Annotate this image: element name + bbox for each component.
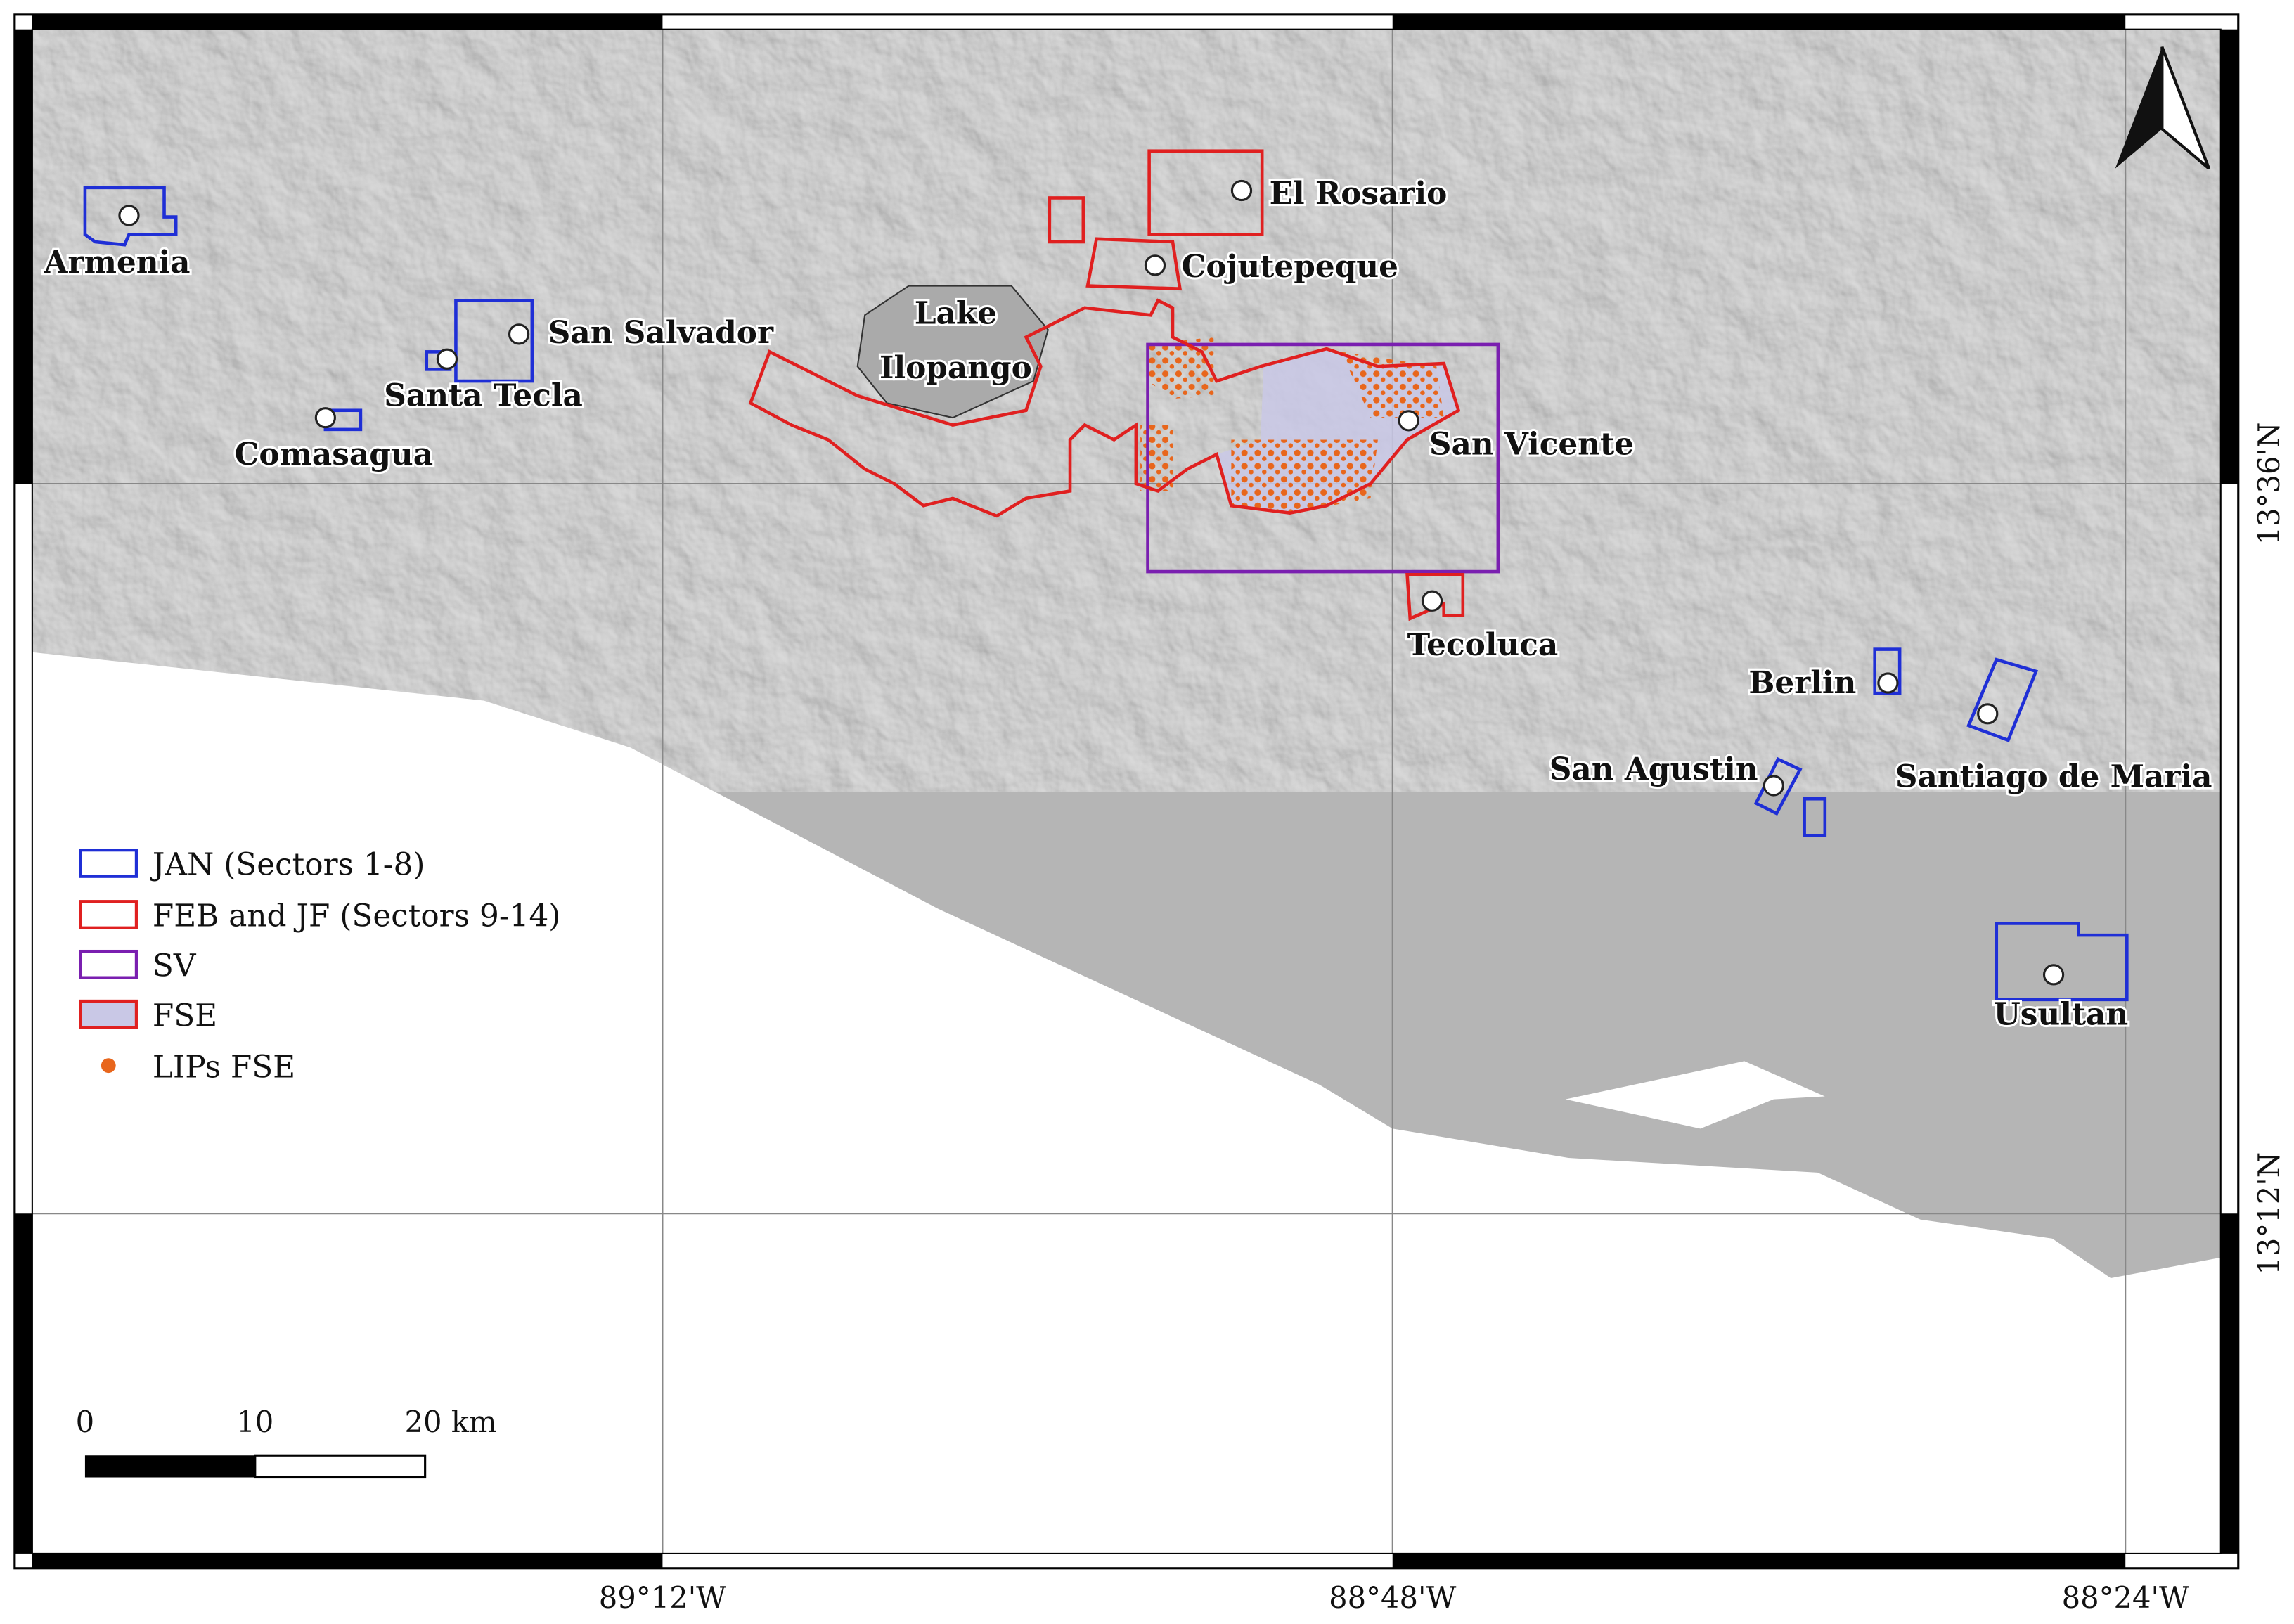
legend-label: FEB and JF (Sectors 9-14)	[153, 898, 561, 934]
latitude-label: 13°12'N	[2252, 1152, 2286, 1275]
place-label: Armenia	[44, 245, 191, 281]
legend-label: JAN (Sectors 1-8)	[150, 847, 425, 883]
scale-label: 20 km	[404, 1405, 496, 1439]
longitude-label: 88°48'W	[1329, 1580, 1456, 1615]
jan-areas	[83, 186, 2129, 1002]
lagoon	[1565, 1061, 1825, 1129]
place-label: Santa Tecla	[384, 378, 583, 414]
place-label: San Salvador	[548, 315, 774, 351]
place-label: Usultan	[1994, 996, 2129, 1032]
place-label: Tecoluca	[1407, 627, 1559, 663]
hillshade	[32, 29, 2221, 792]
sv-area	[1146, 342, 1500, 574]
frame	[13, 13, 2240, 1570]
place-label: Cojutepeque	[1181, 249, 1398, 285]
place-label: Santiago de Maria	[1895, 759, 2212, 795]
scale-label: 10	[236, 1405, 273, 1439]
lips-fse	[1140, 337, 1444, 513]
graticule	[32, 29, 2221, 1554]
place-label: San Agustin	[1549, 752, 1758, 787]
longitude-label: 89°12'W	[599, 1580, 726, 1615]
place-label: San Vicente	[1429, 426, 1634, 462]
legend-label: FSE	[153, 998, 217, 1033]
legend: JAN (Sectors 1-8) FEB and JF (Sectors 9-…	[79, 847, 561, 1085]
legend-label: LIPs FSE	[153, 1049, 295, 1085]
place-label: El Rosario	[1270, 176, 1448, 212]
scale-bar: 0 10 20 km	[76, 1405, 497, 1479]
map-area: Armenia San Salvador Santa Tecla Comasag…	[32, 29, 2221, 1554]
latitude-label: 13°36'N	[2252, 423, 2286, 546]
sea	[32, 652, 2221, 1554]
place-label: Berlin	[1748, 665, 1856, 701]
place-label: Comasagua	[235, 437, 433, 472]
longitude-label: 88°24'W	[2062, 1580, 2189, 1615]
lake-label: Ilopango	[879, 350, 1032, 386]
feb-areas	[748, 149, 1465, 621]
legend-label: SV	[153, 948, 197, 984]
scale-label: 0	[76, 1405, 95, 1439]
lake-label: Lake	[915, 296, 997, 332]
lake-ilopango	[856, 285, 1049, 419]
place-markers	[118, 179, 2065, 986]
